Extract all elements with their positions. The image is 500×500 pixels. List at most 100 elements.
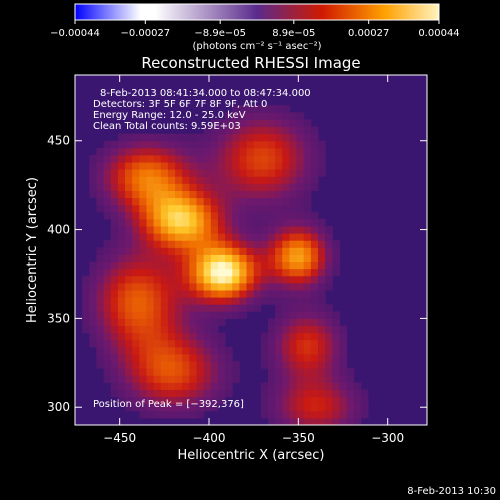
heatmap-cell: [125, 226, 133, 234]
heatmap-cell: [125, 289, 133, 298]
heatmap-cell: [332, 396, 340, 405]
heatmap-cell: [296, 119, 305, 128]
heatmap-cell: [325, 346, 333, 355]
x-tick-label: −450: [103, 431, 136, 445]
heatmap-cell: [289, 410, 298, 419]
heatmap-cell: [253, 169, 262, 177]
heatmap-cell: [260, 126, 269, 135]
heatmap-cell: [239, 197, 248, 206]
heatmap-cell: [160, 346, 169, 355]
heatmap-cell: [175, 261, 183, 270]
heatmap-cell: [175, 368, 183, 376]
heatmap-cell: [267, 417, 276, 425]
heatmap-cell: [225, 275, 233, 284]
heatmap-cell: [260, 332, 269, 341]
heatmap-cell: [253, 240, 262, 248]
heatmap-cell: [339, 332, 348, 341]
heatmap-cell: [303, 410, 312, 419]
heatmap-cell: [146, 368, 155, 376]
heatmap-cell: [203, 289, 212, 298]
heatmap-cell: [232, 282, 240, 291]
heatmap-cell: [253, 190, 262, 199]
heatmap-cell: [303, 154, 312, 163]
heatmap-cell: [260, 339, 269, 348]
heatmap-cell: [153, 211, 162, 220]
heatmap-cell: [267, 105, 276, 113]
heatmap-cell: [310, 318, 319, 327]
heatmap-cell: [217, 361, 226, 369]
heatmap-cell: [303, 233, 312, 241]
heatmap-cell: [282, 154, 290, 163]
heatmap-cell: [167, 204, 176, 213]
heatmap-cell: [303, 382, 312, 390]
heatmap-cell: [110, 247, 119, 255]
heatmap-cell: [267, 140, 276, 149]
heatmap-cell: [96, 311, 105, 319]
heatmap-cell: [146, 197, 155, 206]
heatmap-cell: [103, 375, 112, 383]
heatmap-cell: [246, 133, 255, 142]
heatmap-cell: [175, 240, 183, 248]
heatmap-cell: [353, 382, 362, 390]
heatmap-cell: [260, 410, 269, 419]
heatmap-cell: [232, 311, 240, 319]
heatmap-cell: [146, 190, 155, 199]
heatmap-cell: [96, 183, 105, 191]
heatmap-cell: [267, 133, 276, 142]
heatmap-cell: [103, 261, 112, 270]
heatmap-cell: [318, 417, 326, 425]
heatmap-cell: [182, 410, 190, 419]
heatmap-cell: [139, 233, 147, 241]
heatmap-cell: [239, 218, 248, 227]
heatmap-cell: [325, 368, 333, 376]
heatmap-cell: [217, 382, 226, 390]
heatmap-cell: [110, 311, 119, 319]
heatmap-cell: [110, 261, 119, 270]
peak-position-label: Position of Peak = [−392,376]: [93, 399, 244, 410]
heatmap-cell: [110, 211, 119, 220]
heatmap-cell: [160, 403, 169, 412]
heatmap-cell: [89, 282, 97, 291]
heatmap-cell: [282, 190, 290, 199]
heatmap-cell: [189, 211, 198, 220]
heatmap-cell: [132, 169, 140, 177]
heatmap-cell: [153, 190, 162, 199]
heatmap-cell: [210, 183, 219, 191]
heatmap-cell: [96, 332, 105, 341]
heatmap-cell: [125, 218, 133, 227]
heatmap-cell: [189, 297, 198, 305]
heatmap-cell: [153, 147, 162, 156]
heatmap-cell: [239, 204, 248, 213]
heatmap-cell: [310, 417, 319, 425]
heatmap-cell: [110, 204, 119, 213]
heatmap-cell: [353, 417, 362, 425]
heatmap-cell: [360, 403, 369, 412]
heatmap-cell: [96, 275, 105, 284]
heatmap-cell: [282, 410, 290, 419]
heatmap-cell: [239, 147, 248, 156]
heatmap-cell: [246, 183, 255, 191]
energy-range-label: Energy Range: 12.0 - 25.0 keV: [93, 110, 246, 121]
heatmap-cell: [239, 226, 248, 234]
heatmap-cell: [125, 147, 133, 156]
heatmap-cell: [232, 226, 240, 234]
heatmap-cell: [225, 204, 233, 213]
heatmap-cell: [175, 154, 183, 163]
heatmap-cell: [117, 211, 126, 220]
heatmap-cell: [253, 147, 262, 156]
heatmap-cell: [146, 382, 155, 390]
heatmap-cell: [167, 268, 176, 277]
heatmap-cell: [196, 254, 205, 263]
heatmap-cell: [232, 275, 240, 284]
heatmap-cell: [96, 197, 105, 206]
heatmap-cell: [110, 361, 119, 369]
heatmap-cell: [339, 361, 348, 369]
heatmap-cell: [296, 204, 305, 213]
heatmap-cell: [139, 154, 147, 163]
heatmap-cell: [275, 190, 283, 199]
heatmap-cell: [210, 204, 219, 213]
heatmap-cell: [203, 304, 212, 312]
heatmap-cell: [225, 233, 233, 241]
heatmap-cell: [103, 190, 112, 199]
heatmap-cell: [346, 389, 355, 398]
